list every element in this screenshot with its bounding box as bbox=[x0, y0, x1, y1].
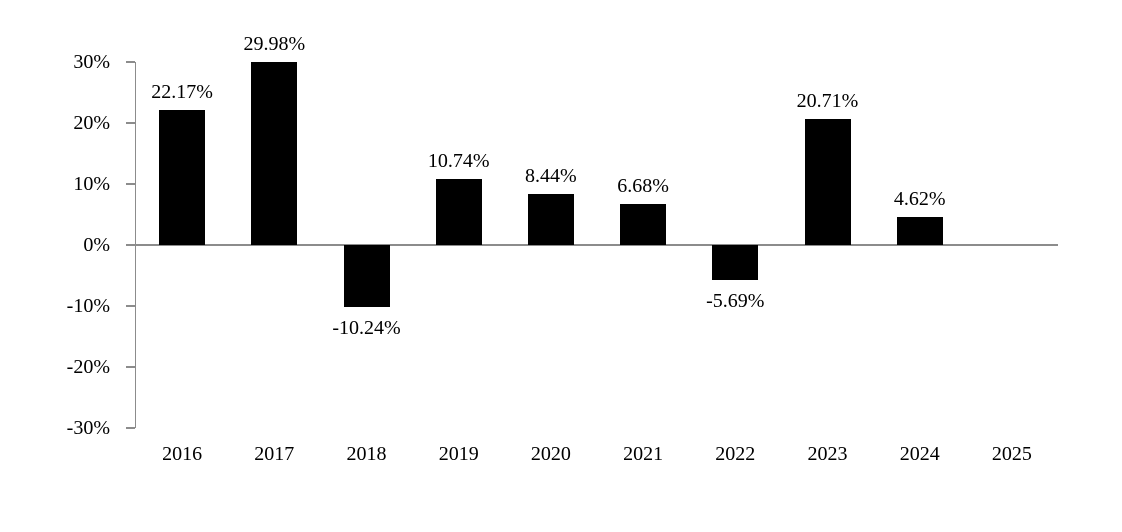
y-axis-tick bbox=[125, 427, 135, 429]
x-axis-tick-label: 2022 bbox=[715, 443, 756, 465]
y-axis-tick-label: 0% bbox=[83, 234, 110, 256]
bar-value-label: 20.71% bbox=[796, 89, 859, 112]
bar-value-label: 29.98% bbox=[243, 33, 306, 56]
bar-value-label: 4.62% bbox=[893, 187, 946, 210]
bar bbox=[251, 62, 298, 245]
x-axis-tick-label: 2025 bbox=[991, 443, 1032, 465]
y-axis-tick-label: 30% bbox=[73, 51, 110, 73]
y-axis-tick bbox=[125, 183, 135, 185]
x-axis-tick-label: 2016 bbox=[162, 443, 203, 465]
x-axis-tick-label: 2017 bbox=[254, 443, 295, 465]
bar-value-label: 10.74% bbox=[427, 150, 490, 173]
x-axis-tick-label: 2021 bbox=[623, 443, 664, 465]
y-axis-tick bbox=[125, 244, 135, 246]
x-axis-zero-line bbox=[136, 244, 1058, 246]
bar-value-label: -10.24% bbox=[332, 317, 401, 340]
bar-value-label: 22.17% bbox=[151, 80, 213, 103]
x-axis-tick-label: 2020 bbox=[530, 443, 571, 465]
y-axis-tick bbox=[125, 305, 135, 307]
bar-value-label: 6.68% bbox=[617, 175, 669, 198]
bar bbox=[159, 109, 206, 245]
bar bbox=[435, 179, 482, 245]
x-axis-tick-label: 2019 bbox=[438, 443, 479, 465]
x-axis-tick-label: 2018 bbox=[346, 443, 387, 465]
bar bbox=[896, 216, 943, 245]
y-axis-line bbox=[134, 62, 136, 428]
bar-value-label: -5.69% bbox=[706, 289, 765, 312]
y-axis-tick bbox=[125, 122, 135, 124]
y-axis-tick bbox=[125, 61, 135, 63]
bar bbox=[712, 245, 759, 280]
x-axis-tick-label: 2024 bbox=[899, 443, 940, 465]
bar bbox=[620, 204, 667, 245]
bar-value-label: 8.44% bbox=[525, 164, 577, 187]
bar bbox=[527, 193, 574, 245]
y-axis-tick-label: -10% bbox=[66, 295, 110, 317]
x-axis-tick-label: 2023 bbox=[807, 443, 848, 465]
y-axis-tick-label: -30% bbox=[66, 417, 110, 439]
bar bbox=[343, 245, 390, 308]
y-axis-tick-label: 20% bbox=[73, 112, 110, 134]
y-axis-tick-label: 10% bbox=[73, 173, 110, 195]
y-axis-tick bbox=[125, 366, 135, 368]
y-axis-tick-label: -20% bbox=[66, 356, 110, 378]
bar bbox=[804, 118, 851, 245]
